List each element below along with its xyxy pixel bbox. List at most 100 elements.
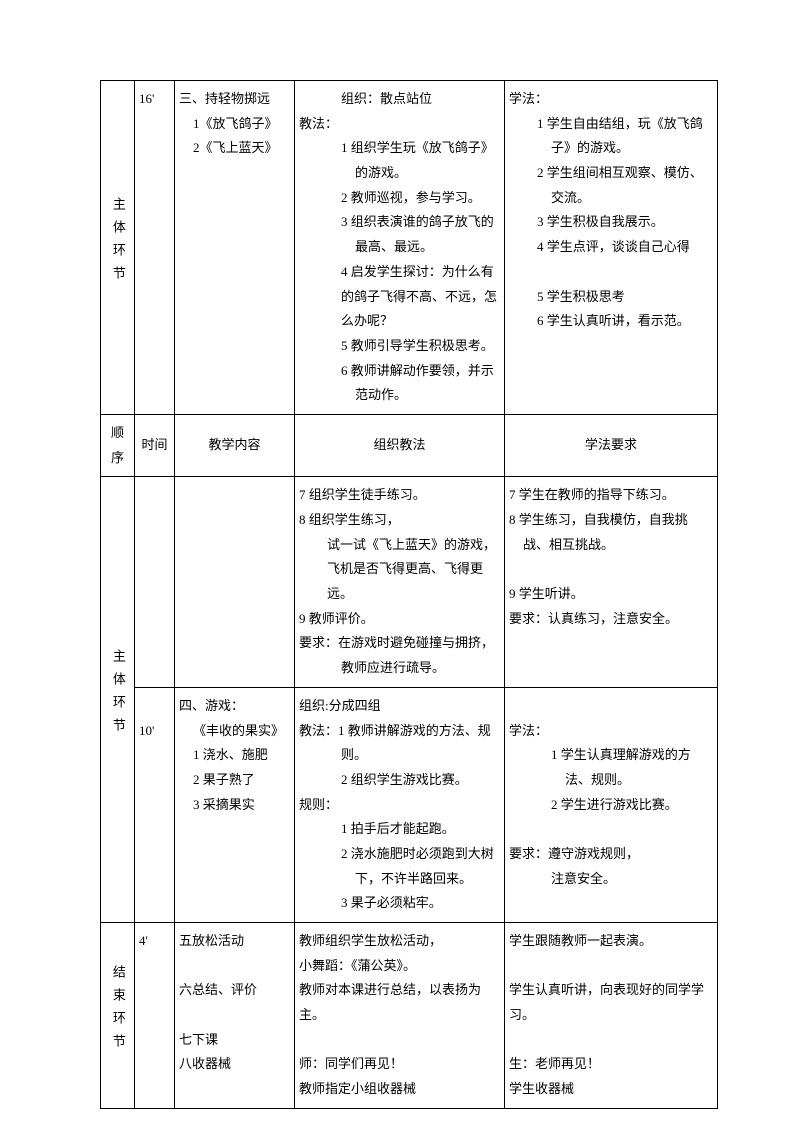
method-line (299, 1028, 500, 1053)
method-line: 教法： (299, 112, 500, 137)
header-sequence: 顺序 (101, 414, 135, 476)
content-line: 《丰收的果实》 (179, 719, 290, 744)
req-line: 2 学生进行游戏比赛。 (509, 793, 713, 818)
req-line: 2 学生组间相互观察、模仿、交流。 (537, 161, 713, 210)
table-row: 主体环节 16' 三、持轻物掷远 1《放飞鸽子》 2《飞上蓝天》 组织：散点站位… (101, 81, 718, 415)
sequence-cell: 结束环节 (101, 923, 135, 1109)
method-line: 教师指定小组收器械 (299, 1077, 500, 1102)
req-line: 学法： (509, 719, 713, 744)
req-line: 注意安全。 (509, 867, 713, 892)
req-line: 要求：遵守游戏规则， (509, 842, 713, 867)
table-header-row: 顺序 时间 教学内容 组织教法 学法要求 (101, 414, 718, 476)
lesson-plan-table: 主体环节 16' 三、持轻物掷远 1《放飞鸽子》 2《飞上蓝天》 组织：散点站位… (100, 80, 718, 1109)
content-line: 2《飞上蓝天》 (179, 136, 290, 161)
method-cell: 7 组织学生徒手练习。 8 组织学生练习， 试一试《飞上蓝天》的游戏， 飞机是否… (295, 477, 505, 688)
method-line: 组织：散点站位 (299, 87, 500, 112)
method-line: 2 教师巡视，参与学习。 (299, 186, 500, 211)
method-line: 教师组织学生放松活动， (299, 929, 500, 954)
method-line: 规则： (299, 793, 500, 818)
content-line: 七下课 (179, 1028, 290, 1053)
method-line: 7 组织学生徒手练习。 (299, 483, 500, 508)
req-line (509, 260, 713, 285)
method-line: 2 浇水施肥时必须跑到大树下，不许半路回来。 (313, 842, 500, 891)
header-requirement: 学法要求 (505, 414, 718, 476)
sequence-cell: 主体环节 (101, 477, 135, 923)
content-line: 3 采摘果实 (179, 793, 290, 818)
content-line: 2 果子熟了 (179, 768, 290, 793)
req-line: 4 学生点评，谈谈自己心得 (509, 235, 713, 260)
req-line: 学生收器械 (509, 1077, 713, 1102)
method-line: 4 启发学生探讨：为什么有的鸽子飞得不高、不远，怎么办呢？ (299, 260, 500, 334)
req-line (509, 1028, 713, 1053)
req-line: 3 学生积极自我展示。 (509, 210, 713, 235)
table-row: 结束环节 4' 五放松活动 六总结、评价 七下课 八收器械 教师组织学生放松活动… (101, 923, 718, 1109)
content-line: 六总结、评价 (179, 978, 290, 1003)
sequence-label: 主体环节 (105, 649, 130, 741)
content-line (179, 954, 290, 979)
content-cell: 五放松活动 六总结、评价 七下课 八收器械 (175, 923, 295, 1109)
method-line: 教法：1 教师讲解游戏的方法、规则。 (299, 719, 500, 768)
content-cell (175, 477, 295, 688)
requirement-cell: 学法： 1 学生自由结组，玩《放飞鸽子》的游戏。 2 学生组间相互观察、模仿、交… (505, 81, 718, 415)
content-line: 八收器械 (179, 1052, 290, 1077)
method-line: 2 组织学生游戏比赛。 (299, 768, 500, 793)
time-value: 16' (139, 91, 154, 106)
content-line: 1 浇水、施肥 (179, 743, 290, 768)
method-line: 教师对本课进行总结，以表扬为主。 (299, 978, 500, 1027)
time-cell: 10' (135, 687, 175, 922)
req-line: 1 学生自由结组，玩《放飞鸽子》的游戏。 (537, 112, 713, 161)
table-row: 10' 四、游戏： 《丰收的果实》 1 浇水、施肥 2 果子熟了 3 采摘果实 … (101, 687, 718, 922)
method-line: 6 教师讲解动作要领，并示范动作。 (313, 359, 500, 408)
content-cell: 四、游戏： 《丰收的果实》 1 浇水、施肥 2 果子熟了 3 采摘果实 (175, 687, 295, 922)
requirement-cell: 学法： 1 学生认真理解游戏的方法、规则。 2 学生进行游戏比赛。 要求：遵守游… (505, 687, 718, 922)
sequence-label: 主体环节 (105, 197, 130, 289)
header-time: 时间 (135, 414, 175, 476)
sequence-cell: 主体环节 (101, 81, 135, 415)
method-cell: 组织：散点站位 教法： 1 组织学生玩《放飞鸽子》的游戏。 2 教师巡视，参与学… (295, 81, 505, 415)
method-line: 5 教师引导学生积极思考。 (299, 334, 500, 359)
method-line: 试一试《飞上蓝天》的游戏， (299, 533, 500, 558)
req-line: 5 学生积极思考 (509, 285, 713, 310)
method-line: 飞机是否飞得更高、飞得更远。 (299, 557, 500, 606)
method-line: 3 果子必须粘牢。 (299, 891, 500, 916)
req-line: 8 学生练习，自我模仿，自我挑战、相互挑战。 (509, 508, 713, 557)
req-line: 要求：认真练习，注意安全。 (509, 607, 713, 632)
method-line: 9 教师评价。 (299, 607, 500, 632)
req-line: 7 学生在教师的指导下练习。 (509, 483, 713, 508)
time-cell: 4' (135, 923, 175, 1109)
req-line: 学生跟随教师一起表演。 (509, 929, 713, 954)
content-line (179, 1003, 290, 1028)
header-content: 教学内容 (175, 414, 295, 476)
req-line (509, 817, 713, 842)
time-value: 10' (139, 723, 154, 738)
time-cell: 16' (135, 81, 175, 415)
method-line: 师：同学们再见！ (299, 1052, 500, 1077)
method-line: 8 组织学生练习， (299, 508, 500, 533)
sequence-label: 结束环节 (105, 965, 130, 1057)
method-line: 1 组织学生玩《放飞鸽子》的游戏。 (313, 136, 500, 185)
req-line (509, 954, 713, 979)
method-line: 1 拍手后才能起跑。 (299, 817, 500, 842)
method-line: 小舞蹈：《蒲公英》。 (299, 954, 500, 979)
table-row: 主体环节 7 组织学生徒手练习。 8 组织学生练习， 试一试《飞上蓝天》的游戏，… (101, 477, 718, 688)
time-value: 4' (139, 933, 148, 948)
content-line: 五放松活动 (179, 929, 290, 954)
req-line: 6 学生认真听讲，看示范。 (509, 309, 713, 334)
content-line: 1《放飞鸽子》 (179, 112, 290, 137)
req-line: 1 学生认真理解游戏的方法、规则。 (523, 743, 713, 792)
content-cell: 三、持轻物掷远 1《放飞鸽子》 2《飞上蓝天》 (175, 81, 295, 415)
time-cell (135, 477, 175, 688)
requirement-cell: 7 学生在教师的指导下练习。 8 学生练习，自我模仿，自我挑战、相互挑战。 9 … (505, 477, 718, 688)
req-line (509, 694, 713, 719)
req-line: 学法： (509, 87, 713, 112)
content-line: 三、持轻物掷远 (179, 87, 290, 112)
method-cell: 组织:分成四组 教法：1 教师讲解游戏的方法、规则。 2 组织学生游戏比赛。 规… (295, 687, 505, 922)
method-line: 组织:分成四组 (299, 694, 500, 719)
content-line: 四、游戏： (179, 694, 290, 719)
method-line: 3 组织表演谁的鸽子放飞的最高、最远。 (313, 210, 500, 259)
method-cell: 教师组织学生放松活动， 小舞蹈：《蒲公英》。 教师对本课进行总结，以表扬为主。 … (295, 923, 505, 1109)
header-method: 组织教法 (295, 414, 505, 476)
method-line: 要求：在游戏时避免碰撞与拥挤，教师应进行疏导。 (299, 631, 500, 680)
requirement-cell: 学生跟随教师一起表演。 学生认真听讲，向表现好的同学学习。 生：老师再见！ 学生… (505, 923, 718, 1109)
req-line: 生：老师再见！ (509, 1052, 713, 1077)
